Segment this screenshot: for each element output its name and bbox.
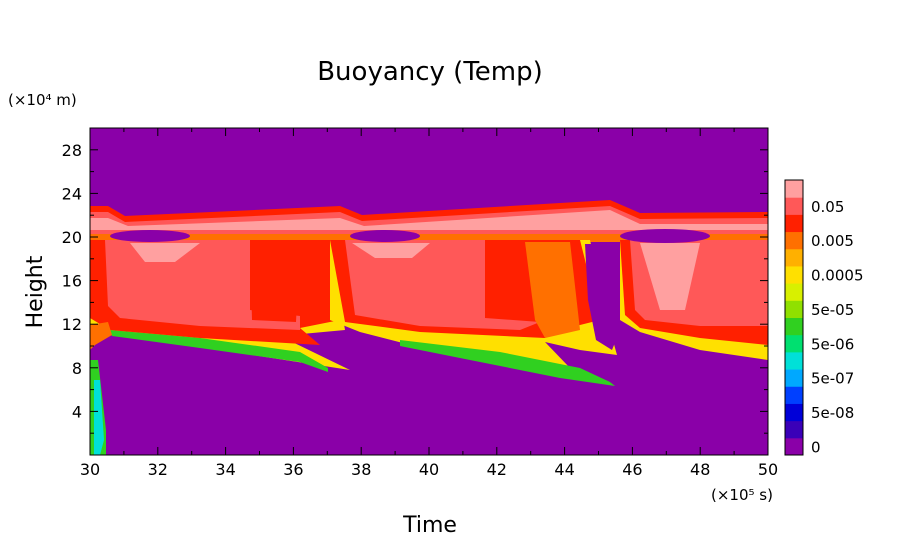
- colorbar-label: 0.005: [811, 232, 854, 250]
- x-tick-label: 42: [487, 460, 507, 479]
- plume-1-orange-edge: [90, 322, 112, 350]
- tropopause-band: [90, 234, 768, 242]
- cap-2: [350, 230, 420, 242]
- y-tick-label: 16: [62, 272, 82, 291]
- colorbar-label: 5e-06: [811, 335, 854, 353]
- upper-band-core: [90, 210, 768, 230]
- y-tick-label: 20: [62, 228, 82, 247]
- y-unit-label: (×10⁴ m): [8, 91, 77, 109]
- colorbar-label: 5e-08: [811, 404, 854, 422]
- x-tick-label: 30: [80, 460, 100, 479]
- colorbar-label: 5e-05: [811, 301, 854, 319]
- colorbar-swatch: [785, 386, 803, 404]
- y-tick-label: 28: [62, 141, 82, 160]
- plot-area: [90, 128, 768, 455]
- x-tick-label: 44: [554, 460, 574, 479]
- x-tick-label: 34: [215, 460, 235, 479]
- plume-2-light: [352, 243, 430, 258]
- x-tick-label: 46: [622, 460, 642, 479]
- x-axis-label: Time: [402, 513, 457, 538]
- gap-column: [585, 244, 620, 350]
- plume-1-light: [130, 243, 200, 262]
- colorbar-swatch: [785, 283, 803, 301]
- colorbar-swatch: [785, 248, 803, 267]
- colorbar-label: 0: [811, 438, 821, 456]
- y-tick-label: 4: [72, 402, 82, 421]
- y-tick-label: 12: [62, 315, 82, 334]
- colorbar-swatch: [785, 265, 803, 284]
- x-unit-label: (×10⁵ s): [711, 486, 773, 504]
- colorbar: 0 5e-08 5e-07 5e-06 5e-05 0.0005 0.005 0.05: [784, 179, 864, 456]
- plume-2-green: [400, 340, 615, 386]
- plume-2-core: [345, 240, 540, 330]
- x-tick-label: 40: [419, 460, 439, 479]
- colorbar-label: 0.0005: [811, 267, 864, 285]
- y-tick-label: 24: [62, 184, 82, 203]
- colorbar-swatch: [785, 437, 803, 456]
- colorbar-swatch: [785, 334, 803, 353]
- x-tick-label: 36: [283, 460, 303, 479]
- x-tick-label: 50: [758, 460, 778, 479]
- x-axis: 30 32 34 36 38 40 42 44 46 48 50: [80, 128, 778, 479]
- plume-1-dark-column: [250, 242, 300, 322]
- colorbar-swatch: [785, 300, 803, 318]
- colorbar-swatch: [785, 180, 803, 198]
- colorbar-label: 5e-07: [811, 370, 854, 388]
- surface-cyan-strip: [94, 380, 104, 455]
- plume-2-dark-column: [485, 242, 525, 318]
- x-tick-label: 32: [148, 460, 168, 479]
- y-axis: 4 8 12 16 20 24 28: [62, 141, 768, 434]
- y-axis-label: Height: [23, 255, 48, 328]
- x-tick-label: 48: [690, 460, 710, 479]
- colorbar-swatch: [785, 214, 803, 233]
- plume-2-orange-column: [525, 242, 580, 338]
- y-tick-label: 8: [72, 359, 82, 378]
- cap-3: [620, 229, 710, 243]
- colorbar-swatch: [785, 403, 803, 422]
- colorbar-swatch: [785, 197, 803, 215]
- colorbar-label: 0.05: [811, 198, 844, 216]
- plume-1-core: [105, 240, 300, 330]
- colorbar-swatch: [785, 317, 803, 336]
- colorbar-swatch: [785, 231, 803, 250]
- plume-1-green: [110, 330, 328, 372]
- colorbar-frame: [784, 179, 804, 456]
- x-tick-label: 38: [351, 460, 371, 479]
- colorbar-swatch: [785, 420, 803, 439]
- cap-1: [110, 230, 190, 242]
- plume-3-light: [640, 243, 700, 310]
- chart-title: Buoyancy (Temp): [317, 57, 543, 87]
- colorbar-swatch: [785, 369, 803, 387]
- colorbar-swatch: [785, 351, 803, 370]
